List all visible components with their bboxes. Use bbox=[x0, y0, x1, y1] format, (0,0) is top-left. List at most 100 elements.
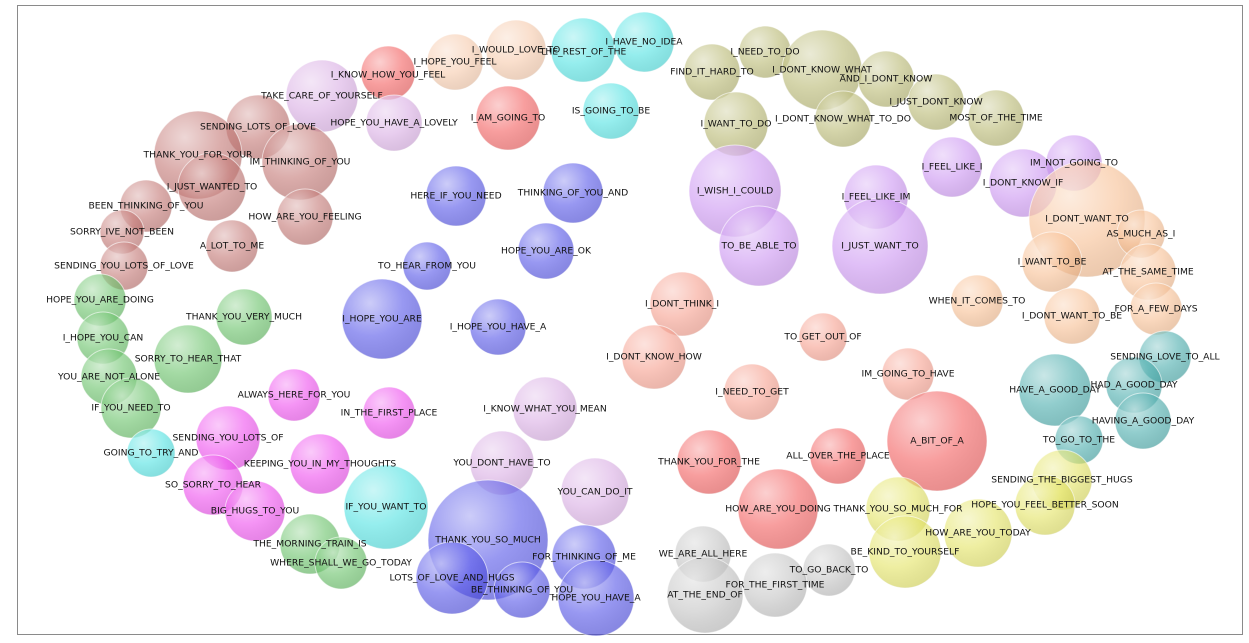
bubble-shine bbox=[882, 348, 934, 400]
bubble-if-you-want-to bbox=[343, 464, 429, 550]
bubble-label-if-you-want-to: IF_YOU_WANT_TO bbox=[345, 502, 426, 513]
bubble-a-bit-of-a bbox=[886, 390, 988, 492]
bubble-label-at-the-end-of: AT_THE_END_OF bbox=[667, 590, 743, 601]
bubble-sending-you-lots-of bbox=[195, 405, 261, 471]
bubble-hope-you-have-a-lovely bbox=[365, 94, 423, 152]
bubble-label-at-the-same-time: AT_THE_SAME_TIME bbox=[1102, 267, 1194, 278]
bubble-how-are-you-feeling bbox=[276, 188, 334, 246]
bubble-label-hope-you-are-doing: HOPE_YOU_ARE_DOING bbox=[46, 295, 154, 306]
bubble-label-a-bit-of-a: A_BIT_OF_A bbox=[910, 436, 964, 447]
bubble-to-get-out-of bbox=[798, 312, 848, 362]
bubble-shine bbox=[290, 434, 350, 494]
bubble-label-im-not-going-to: IM_NOT_GOING_TO bbox=[1030, 158, 1118, 169]
bubble-label-we-are-all-here: WE_ARE_ALL_HERE bbox=[659, 549, 748, 560]
bubble-shine bbox=[869, 516, 941, 588]
bubble-how-are-you-today bbox=[943, 498, 1013, 568]
bubble-shine bbox=[101, 378, 161, 438]
bubble-label-i-wish-i-could: I_WISH_I_COULD bbox=[697, 186, 773, 197]
bubble-label-i-need-to-get: I_NEED_TO_GET bbox=[715, 387, 789, 398]
bubble-label-thank-you-very-much: THANK_YOU_VERY_MUCH bbox=[185, 312, 302, 323]
bubble-for-a-few-days bbox=[1129, 282, 1183, 336]
bubble-label-sending-love-to-all: SENDING_LOVE_TO_ALL bbox=[1110, 352, 1220, 363]
bubble-going-to-try-and bbox=[126, 428, 176, 478]
bubble-shine bbox=[1130, 283, 1182, 335]
bubble-label-to-get-out-of: TO_GET_OUT_OF bbox=[783, 332, 861, 343]
bubble-label-i-want-to-be: I_WANT_TO_BE bbox=[1018, 257, 1087, 268]
bubble-i-hope-you-have-a bbox=[469, 298, 527, 356]
bubble-im-thinking-of-you bbox=[261, 123, 339, 201]
labels-layer: TAKE_CARE_OF_YOURSELF I_KNOW_HOW_YOU_FEEL… bbox=[46, 37, 1220, 604]
bubble-label-keeping-you-in-my-thoughts: KEEPING_YOU_IN_MY_THOUGHTS bbox=[244, 459, 397, 470]
bubble-i-want-to-be bbox=[1021, 231, 1083, 293]
bubble-keeping-you-in-my-thoughts bbox=[289, 433, 351, 495]
bubble-shine bbox=[178, 153, 246, 221]
bubble-a-lot-to-me bbox=[205, 219, 259, 273]
bubble-label-to-go-back-to: TO_GO_BACK_TO bbox=[789, 565, 869, 576]
bubble-i-need-to-get bbox=[723, 363, 781, 421]
bubble-label-where-shall-we-go-today: WHERE_SHALL_WE_GO_TODAY bbox=[270, 558, 412, 569]
bubble-label-i-hope-you-are: I_HOPE_YOU_ARE bbox=[342, 314, 422, 325]
bubble-label-sending-lots-of-love: SENDING_LOTS_OF_LOVE bbox=[200, 122, 316, 133]
bubble-label-be-kind-to-yourself: BE_KIND_TO_YOURSELF bbox=[851, 547, 960, 558]
bubble-label-i-dont-know-if: I_DONT_KNOW_IF bbox=[983, 178, 1064, 189]
bubble-label-hope-you-have-a: HOPE_YOU_HAVE_A bbox=[551, 593, 641, 604]
bubble-hope-you-are-ok bbox=[517, 222, 575, 280]
bubble-shine bbox=[315, 537, 367, 589]
bubble-hope-you-have-a bbox=[557, 559, 635, 637]
bubble-label-i-dont-want-to: I_DONT_WANT_TO bbox=[1045, 214, 1128, 225]
bubble-label-i-want-to-do: I_WANT_TO_DO bbox=[701, 119, 772, 130]
bubble-label-to-go-to-the: TO_GO_TO_THE bbox=[1042, 435, 1115, 446]
bubble-label-is-going-to-be: IS_GOING_TO_BE bbox=[572, 106, 651, 117]
bubble-label-thank-you-for-the: THANK_YOU_FOR_THE bbox=[657, 457, 760, 468]
bubbles-layer bbox=[73, 11, 1192, 637]
bubble-label-i-just-want-to: I_JUST_WANT_TO bbox=[841, 241, 919, 252]
bubble-how-are-you-doing bbox=[737, 468, 819, 550]
bubble-to-go-back-to bbox=[802, 543, 856, 597]
bubble-shine bbox=[1044, 288, 1100, 344]
bubble-shine bbox=[518, 223, 574, 279]
bubble-shine bbox=[858, 51, 914, 107]
bubble-label-im-going-to-have: IM_GOING_TO_HAVE bbox=[861, 369, 954, 380]
bubble-i-am-going-to bbox=[475, 85, 541, 151]
bubble-label-sending-you-lots-of-love: SENDING_YOU_LOTS_OF_LOVE bbox=[54, 261, 194, 272]
bubble-label-for-the-first-time: FOR_THE_FIRST_TIME bbox=[726, 580, 825, 591]
bubble-label-i-dont-think-i: I_DONT_THINK_I bbox=[645, 299, 719, 310]
bubble-shine bbox=[277, 189, 333, 245]
bubble-shine bbox=[427, 34, 483, 90]
bubble-label-thank-you-for-your: THANK_YOU_FOR_YOUR bbox=[143, 150, 254, 161]
bubble-i-would-love-to bbox=[485, 19, 547, 81]
bubble-label-had-a-good-day: HAD_A_GOOD_DAY bbox=[1090, 380, 1177, 391]
bubble-you-can-do-it bbox=[560, 457, 630, 527]
bubble-label-i-feel-like-im: I_FEEL_LIKE_IM bbox=[842, 192, 911, 203]
bubble-label-to-be-able-to: TO_BE_ABLE_TO bbox=[720, 241, 796, 252]
bubble-shine bbox=[416, 542, 488, 614]
bubble-i-need-to-do bbox=[738, 25, 792, 79]
bubble-thank-you-for-the bbox=[676, 429, 742, 495]
bubble-label-find-it-hard-to: FIND_IT_HARD_TO bbox=[670, 67, 754, 78]
bubble-label-you-dont-have-to: YOU_DONT_HAVE_TO bbox=[452, 458, 550, 469]
bubble-shine bbox=[803, 544, 855, 596]
bubble-shine bbox=[832, 198, 928, 294]
bubble-shine bbox=[799, 313, 847, 361]
bubble-shine bbox=[738, 469, 818, 549]
bubble-lots-of-love-and-hugs bbox=[415, 541, 489, 615]
bubble-at-the-end-of bbox=[666, 556, 744, 634]
bubble-label-i-have-no-idea: I_HAVE_NO_IDEA bbox=[605, 37, 683, 48]
bubble-shine bbox=[667, 557, 743, 633]
bubble-label-for-a-few-days: FOR_A_FEW_DAYS bbox=[1114, 304, 1197, 315]
bubble-i-hope-you-are bbox=[341, 278, 423, 360]
bubble-shine bbox=[968, 90, 1024, 146]
bubble-label-the-morning-train-is: THE_MORNING_TRAIN_IS bbox=[252, 539, 366, 550]
bubble-shine bbox=[1115, 393, 1171, 449]
bubble-label-as-much-as-i: AS_MUCH_AS_I bbox=[1107, 229, 1176, 240]
bubble-label-when-it-comes-to: WHEN_IT_COMES_TO bbox=[929, 296, 1026, 307]
bubble-shine bbox=[513, 377, 577, 441]
bubble-label-a-lot-to-me: A_LOT_TO_ME bbox=[200, 241, 264, 252]
bubble-shine bbox=[262, 124, 338, 200]
bubble-label-hope-you-have-a-lovely: HOPE_YOU_HAVE_A_LOVELY bbox=[330, 118, 458, 129]
bubble-is-going-to-be bbox=[582, 82, 640, 140]
bubble-i-dont-know-what bbox=[781, 29, 863, 111]
bubble-shine bbox=[361, 46, 415, 100]
bubble-i-just-dont-know bbox=[907, 73, 965, 131]
bubble-label-you-can-do-it: YOU_CAN_DO_IT bbox=[556, 487, 632, 498]
